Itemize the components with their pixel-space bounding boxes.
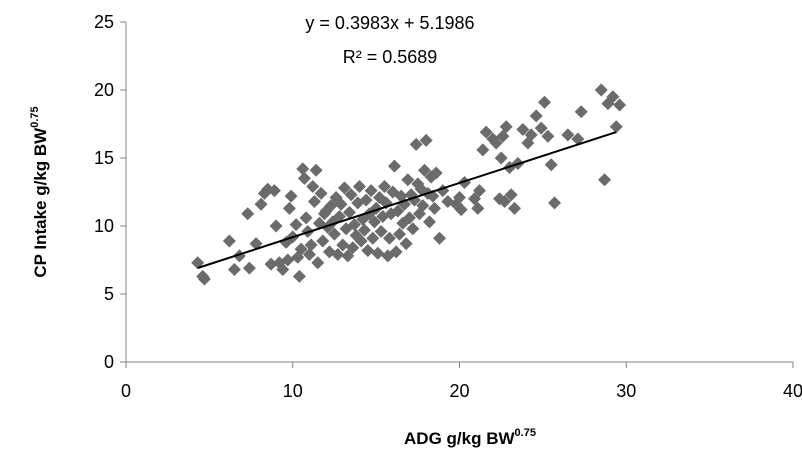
data-point — [423, 215, 436, 228]
y-tick-label: 15 — [94, 148, 114, 168]
data-point — [311, 256, 324, 269]
trendline-equation: y = 0.3983x + 5.1986 — [305, 13, 474, 33]
data-point — [241, 207, 254, 220]
data-point — [610, 120, 623, 133]
data-point — [270, 220, 283, 233]
data-point — [508, 202, 521, 215]
data-point — [283, 202, 296, 215]
data-point — [316, 234, 329, 247]
data-point — [293, 270, 306, 283]
data-point — [476, 143, 489, 156]
x-tick-label: 40 — [783, 381, 802, 401]
data-point — [228, 263, 241, 276]
data-point — [290, 218, 303, 231]
data-point — [243, 262, 256, 275]
x-tick-label: 10 — [283, 381, 303, 401]
y-tick-label: 20 — [94, 80, 114, 100]
y-axis-title: CP Intake g/kg BW0.75 — [29, 106, 50, 277]
y-tick-label: 0 — [104, 352, 114, 372]
data-point — [298, 172, 311, 185]
y-axis-title-text: CP Intake g/kg BW — [31, 127, 50, 278]
data-point — [371, 247, 384, 260]
data-point — [538, 96, 551, 109]
data-point — [595, 84, 608, 97]
x-axis-title-text: ADG g/kg BW — [404, 429, 515, 448]
x-axis-title: ADG g/kg BW0.75 — [404, 427, 536, 448]
data-points — [191, 84, 626, 286]
trendline-r-squared: R² = 0.5689 — [343, 47, 438, 67]
data-point — [575, 105, 588, 118]
data-point — [548, 196, 561, 209]
y-tick-label: 25 — [94, 12, 114, 32]
y-tick-label: 5 — [104, 284, 114, 304]
data-point — [530, 109, 543, 122]
data-point — [495, 152, 508, 165]
data-point — [255, 198, 268, 211]
data-point — [433, 232, 446, 245]
data-point — [361, 244, 374, 257]
data-point — [296, 162, 309, 175]
data-point — [388, 160, 401, 173]
x-tick-label: 30 — [616, 381, 636, 401]
data-point — [353, 180, 366, 193]
data-point — [598, 173, 611, 186]
data-point — [428, 202, 441, 215]
data-point — [400, 237, 413, 250]
y-axis-title-superscript: 0.75 — [29, 106, 41, 127]
x-tick-label: 0 — [121, 381, 131, 401]
x-axis-title-superscript: 0.75 — [515, 427, 536, 439]
data-point — [223, 234, 236, 247]
data-point — [285, 190, 298, 203]
data-point — [310, 164, 323, 177]
x-tick-label: 20 — [449, 381, 469, 401]
data-point — [545, 158, 558, 171]
y-tick-label: 10 — [94, 216, 114, 236]
data-point — [300, 211, 313, 224]
